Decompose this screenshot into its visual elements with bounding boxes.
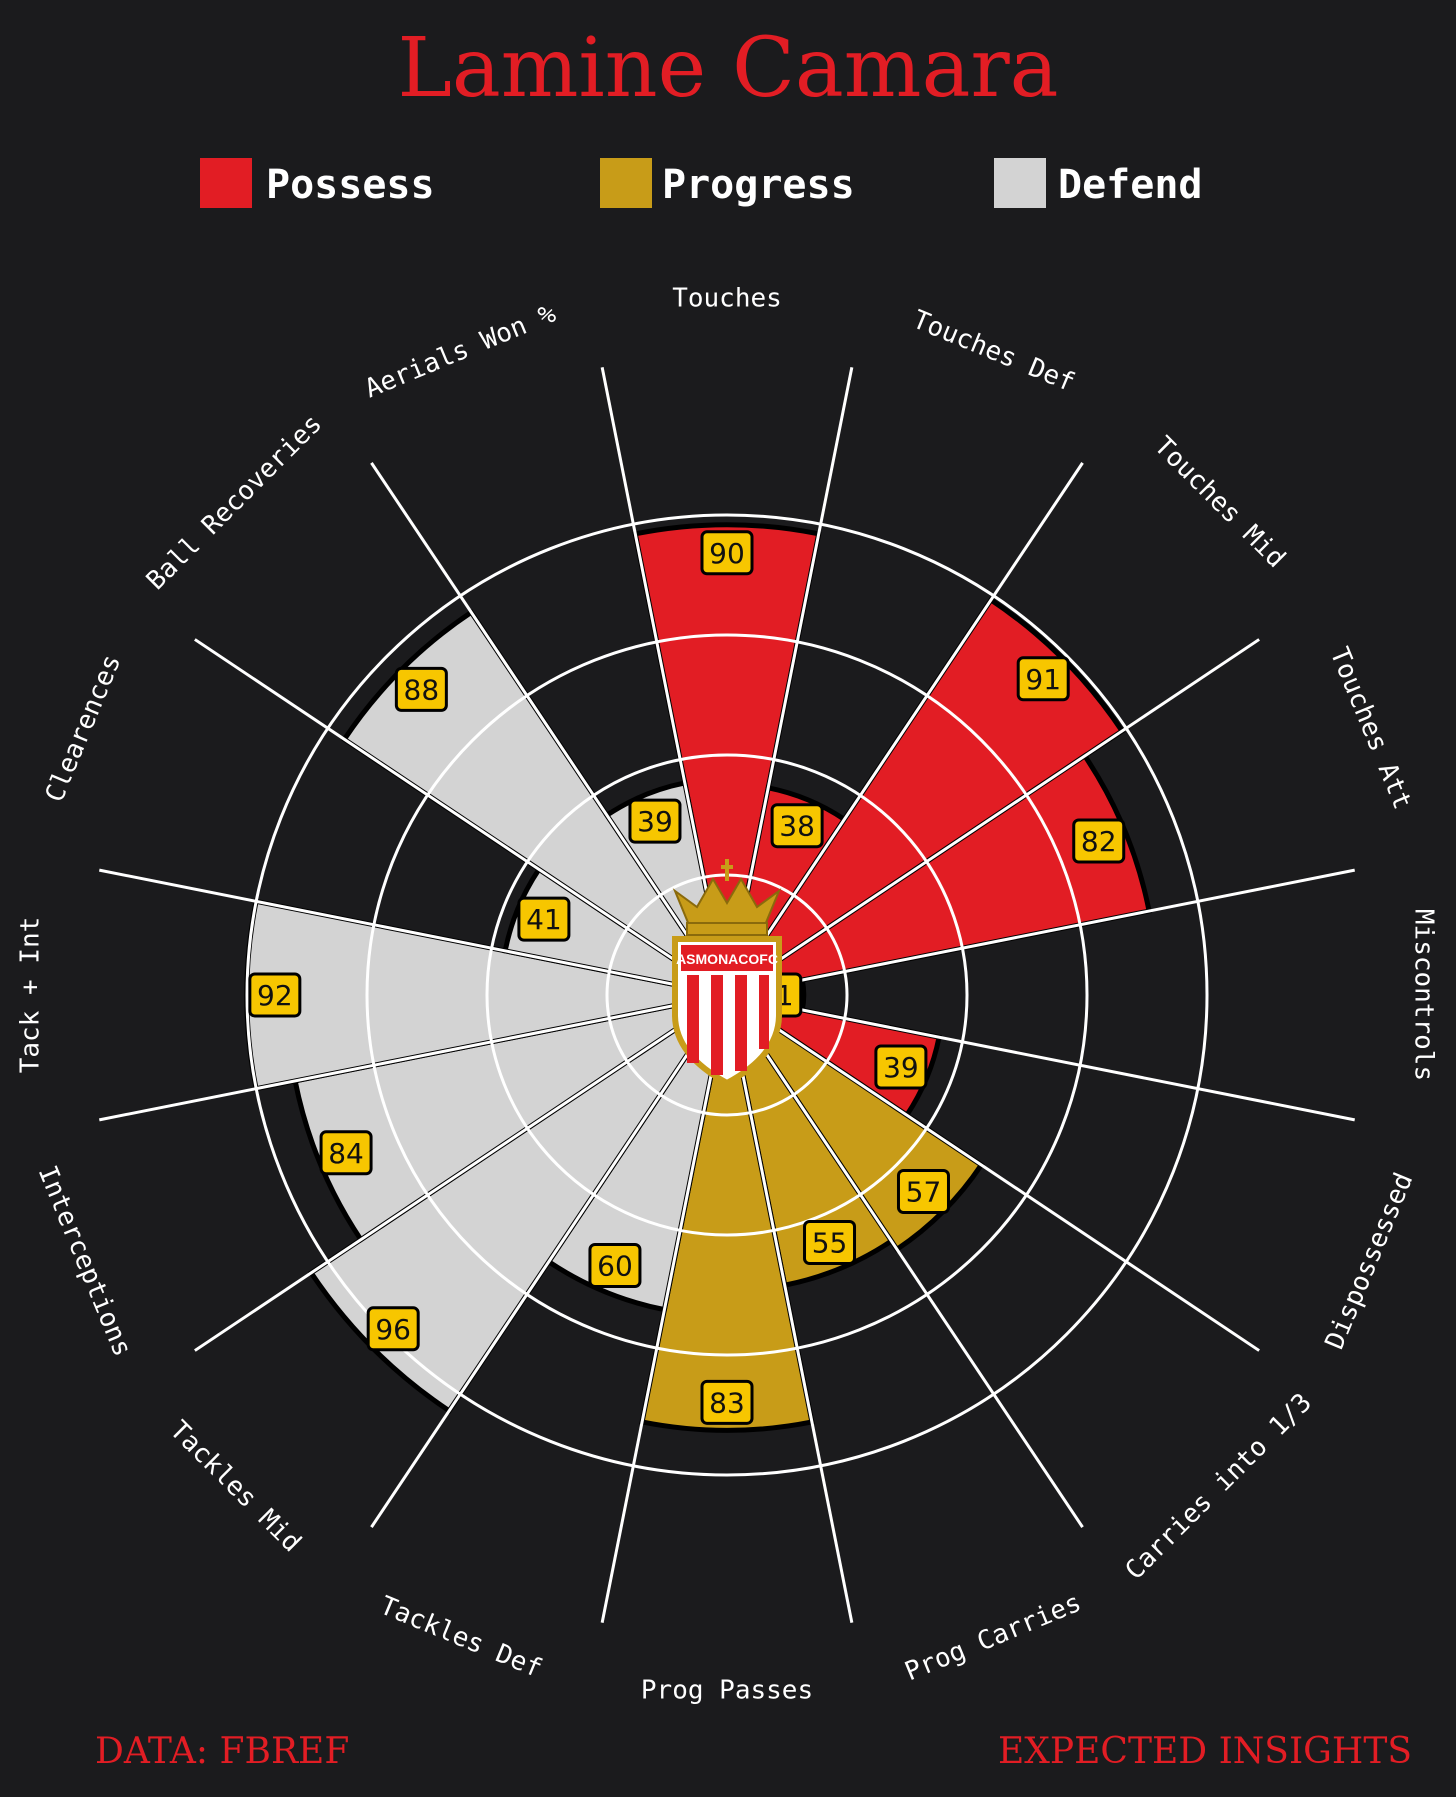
- crest-text: ASMONACOFC: [676, 951, 778, 967]
- value-text: 90: [709, 537, 745, 570]
- value-label-prog-passes: 83: [700, 1379, 754, 1425]
- spoke-line: [99, 997, 706, 1122]
- value-box: [1016, 656, 1070, 702]
- value-label-ball-recoveries: 88: [394, 666, 448, 712]
- value-label-dispossessed: 39: [874, 1044, 928, 1090]
- value-text: 88: [404, 673, 440, 706]
- value-label-tackles-mid: 96: [366, 1306, 420, 1352]
- spoke-line: [600, 367, 725, 974]
- footer-source: DATA: FBREF: [95, 1731, 349, 1772]
- value-box: [517, 896, 571, 942]
- value-box: [394, 666, 448, 712]
- spoke-line: [744, 1005, 1260, 1352]
- pizza-grid: [99, 367, 1355, 1623]
- spoke-line: [748, 997, 1355, 1122]
- grid-ring-3: [365, 633, 1089, 1357]
- value-label-prog-carries: 55: [803, 1220, 857, 1266]
- shield-icon: [672, 936, 782, 1087]
- crown-icon: [672, 859, 782, 936]
- legend-label-possess: Possess: [266, 162, 435, 208]
- value-text: 84: [328, 1137, 364, 1170]
- value-box: [628, 798, 682, 844]
- grid-ring-4: [245, 513, 1209, 1477]
- spoke-line: [99, 868, 706, 993]
- value-box: [700, 530, 754, 576]
- value-box: [803, 1220, 857, 1266]
- spoke-line: [729, 367, 854, 974]
- value-label-interceptions: 84: [319, 1130, 373, 1176]
- spoke-line: [729, 1016, 854, 1623]
- chart-title: Lamine Camara: [397, 21, 1058, 116]
- param-label-prog-passes: Prog Passes: [641, 1676, 813, 1706]
- value-text: 60: [597, 1250, 633, 1283]
- value-text: 38: [779, 810, 815, 843]
- value-box: [770, 803, 824, 849]
- value-box: [896, 1168, 950, 1214]
- value-label-touches: 90: [700, 530, 754, 576]
- legend-swatch-progress: [600, 158, 652, 208]
- crest-banner: [681, 945, 773, 971]
- value-labels: 90389182113957558360968492418839: [248, 530, 1126, 1425]
- value-box: [319, 1130, 373, 1176]
- param-label-touches: Touches: [672, 284, 782, 314]
- spoke-line: [744, 638, 1260, 985]
- value-text: 55: [812, 1227, 848, 1260]
- param-label-tack-int: Tack + Int: [16, 917, 46, 1074]
- value-box: [248, 972, 302, 1018]
- value-label-clearences: 41: [517, 896, 571, 942]
- spoke-line: [737, 1012, 1084, 1528]
- grid-ring-2: [485, 753, 969, 1237]
- value-text: 96: [375, 1313, 411, 1346]
- value-text: 82: [1081, 825, 1117, 858]
- spoke-line: [748, 868, 1355, 993]
- value-label-tack-int: 92: [248, 972, 302, 1018]
- legend-swatch-defend: [994, 158, 1046, 208]
- spoke-line: [194, 1005, 710, 1352]
- value-label-touches-att: 82: [1072, 818, 1126, 864]
- legend-swatch-possess: [200, 158, 252, 208]
- value-label-touches-mid: 91: [1016, 656, 1070, 702]
- value-box: [588, 1243, 642, 1289]
- value-box: [1072, 818, 1126, 864]
- crest-stripes: [687, 975, 769, 1075]
- value-text: 83: [709, 1386, 745, 1419]
- spoke-line: [737, 462, 1084, 978]
- value-box: [700, 1379, 754, 1425]
- value-text: 39: [637, 805, 673, 838]
- value-label-tackles-def: 60: [588, 1243, 642, 1289]
- club-crest: ASMONACOFC: [672, 859, 782, 1087]
- legend-label-defend: Defend: [1058, 162, 1203, 208]
- value-label-aerials-won: 39: [628, 798, 682, 844]
- param-label-miscontrols: Miscontrols: [1409, 909, 1439, 1081]
- value-box: [874, 1044, 928, 1090]
- value-text: 41: [526, 903, 562, 936]
- value-text: 57: [906, 1175, 942, 1208]
- value-text: 91: [1025, 663, 1061, 696]
- spoke-line: [600, 1016, 725, 1623]
- spoke-line: [370, 1012, 717, 1528]
- footer-brand: EXPECTED INSIGHTS: [998, 1731, 1412, 1772]
- spoke-line: [194, 638, 710, 985]
- value-label-touches-def: 38: [770, 803, 824, 849]
- spoke-line: [370, 462, 717, 978]
- legend-label-progress: Progress: [662, 162, 855, 208]
- value-label-carries-into-1-3: 57: [896, 1168, 950, 1214]
- value-text: 92: [257, 979, 293, 1012]
- legend: Possess Progress Defend: [200, 158, 1203, 208]
- value-text: 39: [883, 1051, 919, 1084]
- value-box: [366, 1306, 420, 1352]
